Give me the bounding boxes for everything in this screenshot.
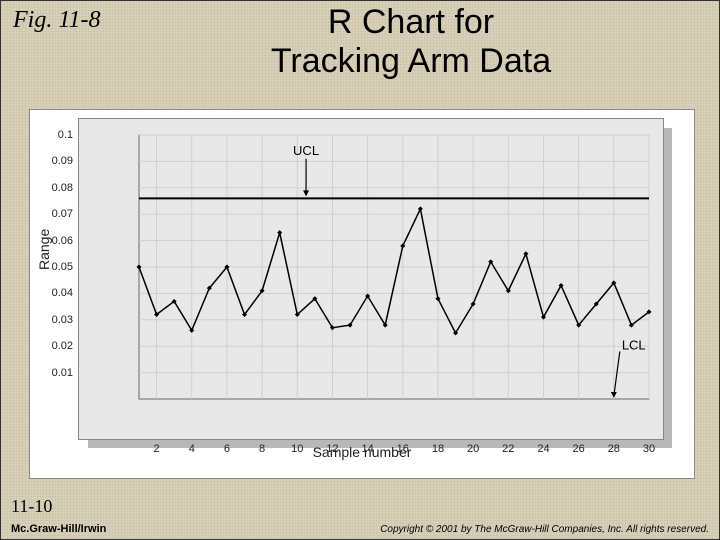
r-chart: UCL LCL	[79, 119, 663, 439]
copyright: Copyright © 2001 by The McGraw-Hill Comp…	[380, 524, 709, 535]
publisher: Mc.Graw-Hill/Irwin	[11, 523, 106, 535]
ytick-label: 0.05	[52, 261, 73, 273]
figure-label: Fig. 11-8	[13, 7, 101, 34]
x-axis-label: Sample number	[30, 444, 694, 460]
ytick-label: 0.08	[52, 182, 73, 194]
ytick-label: 0.01	[52, 367, 73, 379]
ytick-label: 0.09	[52, 155, 73, 167]
page-number: 11-10	[11, 496, 52, 517]
chart-area: UCLLCL 0.010.020.030.040.050.060.070.080…	[78, 118, 664, 440]
slide: Fig. 11-8 R Chart for Tracking Arm Data …	[0, 0, 720, 540]
svg-text:LCL: LCL	[622, 337, 646, 352]
title-line-2: Tracking Arm Data	[271, 42, 551, 80]
chart-panel: UCL LCL 0.01 0.02 0.03 0.04 0.05 0.06 0.07 0.08 0…	[29, 109, 695, 479]
ytick-label: 0.04	[52, 287, 73, 299]
svg-text:UCL: UCL	[293, 143, 319, 158]
title-line-1: R Chart for	[328, 3, 494, 41]
ytick-label: 0.02	[52, 340, 73, 352]
slide-title: R Chart for Tracking Arm Data	[181, 3, 641, 81]
ytick-label: 0.03	[52, 314, 73, 326]
ytick-label: 0.07	[52, 208, 73, 220]
ytick-label: 0.06	[52, 235, 73, 247]
ytick-label: 0.1	[58, 129, 73, 141]
y-axis-label: Range	[36, 229, 52, 270]
